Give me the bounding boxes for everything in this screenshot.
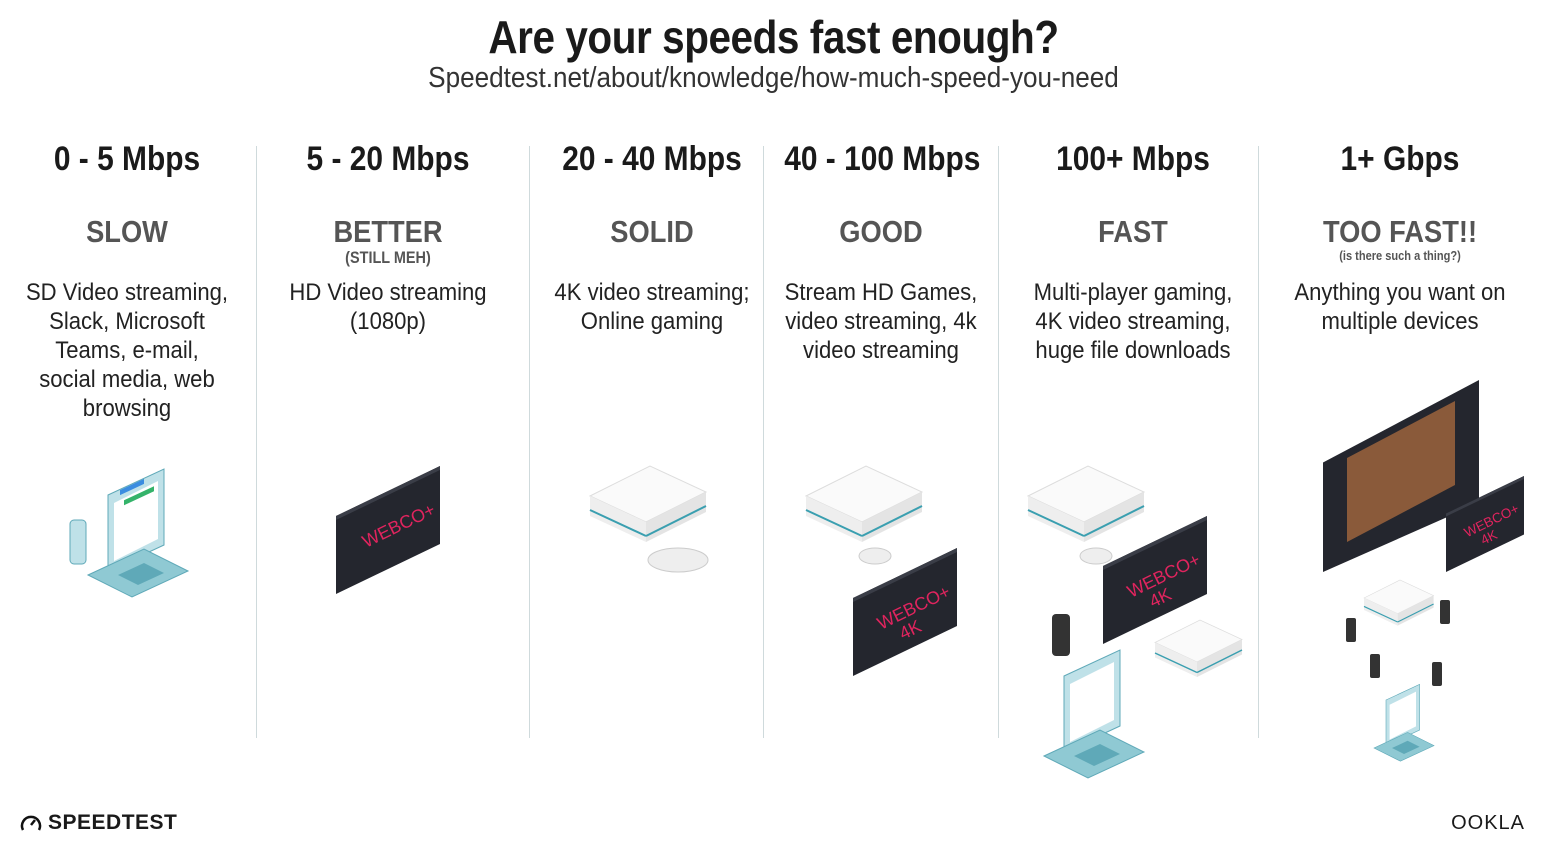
tv-4k-icon: WEBCO+4K: [1446, 476, 1524, 572]
speedtest-wordmark: SPEEDTEST: [48, 811, 178, 834]
tier-description: 4K video streaming; Online gaming: [554, 279, 750, 335]
phone-icon: [1370, 654, 1380, 678]
phone-icon: [1440, 600, 1450, 624]
tier-note: (STILL MEH): [345, 248, 431, 267]
source-url: Speedtest.net/about/knowledge/how-much-s…: [428, 62, 1119, 94]
tier-label: GOOD: [839, 214, 923, 249]
game-console-icon: [1363, 579, 1435, 627]
tv-4k-icon: WEBCO+4K: [1103, 516, 1207, 644]
laptop-icon: [87, 468, 189, 598]
tier-speed: 5 - 20 Mbps: [306, 140, 470, 178]
tier-description: Stream HD Games, video streaming, 4k vid…: [784, 279, 978, 364]
tier-speed: 20 - 40 Mbps: [562, 140, 742, 178]
tier-slow: 0 - 5 Mbps SLOW SD Video streaming, Slac…: [17, 140, 237, 423]
tier-label: SLOW: [86, 214, 168, 249]
column-divider: [763, 146, 764, 738]
tier-description: Multi-player gaming, 4K video streaming,…: [1033, 279, 1233, 364]
column-divider: [998, 146, 999, 738]
tier-fast: 100+ Mbps FAST Multi-player gaming, 4K v…: [1018, 140, 1248, 365]
ookla-logo: OOKLA: [1451, 812, 1525, 834]
gamepad-icon: [858, 547, 892, 565]
game-console-icon: [589, 465, 707, 543]
tier-label: TOO FAST!!: [1322, 214, 1478, 249]
game-console-icon: [1154, 619, 1243, 678]
tier-description: SD Video streaming, Slack, Microsoft Tea…: [25, 279, 229, 422]
tier-better: 5 - 20 Mbps BETTER (STILL MEH) HD Video …: [276, 140, 500, 336]
tier-description: HD Video streaming (1080p): [289, 279, 487, 335]
tier-label: SOLID: [610, 214, 694, 249]
gauge-icon: [20, 815, 42, 831]
phone-icon: [1346, 618, 1356, 642]
tier-label: BETTER: [333, 214, 443, 249]
tier-solid: 20 - 40 Mbps SOLID 4K video streaming; O…: [542, 140, 762, 336]
tv-icon: WEBCO+: [336, 466, 440, 594]
tier-label: FAST: [1098, 214, 1168, 249]
tier-speed: 0 - 5 Mbps: [53, 140, 201, 178]
tier-description: Anything you want on multiple devices: [1294, 279, 1506, 335]
tv-4k-icon: WEBCO+4K: [853, 548, 957, 676]
gamepad-icon: [1079, 547, 1113, 565]
tier-too-fast: 1+ Gbps TOO FAST!! (is there such a thin…: [1280, 140, 1520, 336]
svg-text:4K: 4K: [1478, 527, 1499, 548]
tier-note: (is there such a thing?): [1339, 248, 1461, 263]
tier-speed: 40 - 100 Mbps: [784, 140, 981, 178]
column-divider: [1258, 146, 1259, 738]
column-divider: [529, 146, 530, 738]
laptop-icon: [1373, 684, 1435, 762]
laptop-icon: [1043, 649, 1145, 779]
gamepad-icon: [647, 547, 709, 573]
phone-icon: [1052, 614, 1070, 656]
tv-movie-icon: [1323, 380, 1479, 572]
tier-good: 40 - 100 Mbps GOOD Stream HD Games, vide…: [771, 140, 991, 365]
tier-speed: 1+ Gbps: [1340, 140, 1460, 178]
phone-icon: [1432, 662, 1442, 686]
column-divider: [256, 146, 257, 738]
phone-icon: [69, 519, 87, 565]
tier-speed: 100+ Mbps: [1056, 140, 1210, 178]
page-title: Are your speeds fast enough?: [488, 11, 1059, 63]
game-console-icon: [1027, 465, 1145, 543]
speedtest-logo: SPEEDTEST: [20, 811, 177, 835]
game-console-icon: [805, 465, 923, 543]
